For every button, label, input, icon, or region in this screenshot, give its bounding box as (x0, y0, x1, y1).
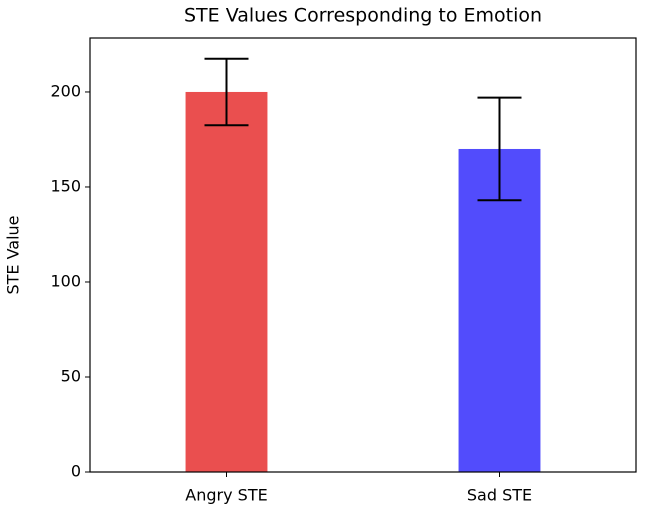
plot-frame (89, 37, 637, 473)
error-bar (204, 57, 249, 127)
x-tick-label: Sad STE (467, 486, 532, 505)
chart-title: STE Values Corresponding to Emotion (184, 5, 542, 27)
bar (185, 91, 268, 473)
y-tick-label: 0 (71, 462, 81, 481)
y-tick-label: 150 (50, 176, 81, 195)
y-tick-label: 50 (61, 366, 81, 385)
x-tick-label: Angry STE (185, 486, 267, 505)
y-tick-label: 200 (50, 81, 81, 100)
error-bar (477, 96, 522, 202)
y-axis-label: STE Value (4, 215, 23, 294)
bar (458, 148, 541, 473)
y-tick-label: 100 (50, 271, 81, 290)
